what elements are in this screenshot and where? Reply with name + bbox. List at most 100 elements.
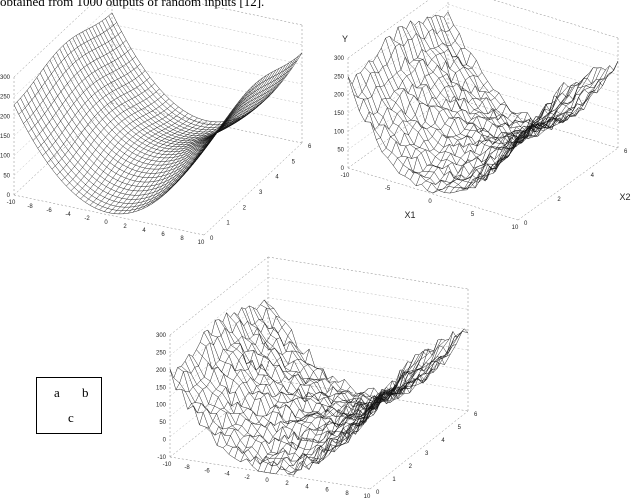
plot-c-z-tick-label: 100 xyxy=(156,403,167,409)
plot-a-x1-tick-label: 8 xyxy=(180,236,184,242)
surface-plot-c: 300250200150100500-10-10-8-6-4-202468100… xyxy=(156,256,478,500)
plot-a-z-tick-label: 150 xyxy=(0,134,11,140)
plot-b-grid-line xyxy=(447,77,619,130)
plot-c-x1-tick-label: -6 xyxy=(204,468,210,474)
plot-b-grid-line xyxy=(347,59,449,132)
plot-c-x1-tick-label: 4 xyxy=(305,484,309,490)
plot-c-x1-tick-label: -4 xyxy=(224,472,230,478)
plot-a-frame-line xyxy=(182,0,303,26)
plot-c-z-tick-label: 0 xyxy=(163,438,167,444)
plot-a-grid-line xyxy=(111,83,303,124)
plot-a-x2-tick-label: 3 xyxy=(259,190,263,196)
plot-c-x1-tick-label: -2 xyxy=(244,475,250,481)
plot-b-frame-line xyxy=(517,147,619,221)
plot-a-x2-tick-label: 2 xyxy=(243,205,247,211)
plot-b-z-tick-label: 0 xyxy=(341,166,345,172)
plot-c-surface-mesh xyxy=(169,299,469,476)
plot-a-z-tick-label: 100 xyxy=(0,154,11,160)
plot-b-x2-axis-label: X2 xyxy=(619,192,630,202)
plot-a-frame-line xyxy=(13,102,113,196)
plot-c-x2-tick-label: 5 xyxy=(458,425,462,431)
plot-b-x2-tick-label: 2 xyxy=(557,197,561,203)
plot-a-grid-line xyxy=(111,4,303,45)
plot-c-grid-line xyxy=(169,358,269,437)
panel-label-b: b xyxy=(82,385,89,400)
plot-a-grid-line xyxy=(13,43,113,137)
plot-c-z-tick-label: 200 xyxy=(156,368,167,374)
plot-a-frame-line xyxy=(13,194,205,236)
plot-b-grid-line xyxy=(447,22,619,75)
plot-a-grid-line xyxy=(111,43,303,85)
plot-a-z-tick-label: 50 xyxy=(3,173,10,179)
plot-a-surface-mesh xyxy=(13,12,303,215)
plot-b-z-tick-label: 300 xyxy=(334,56,345,62)
plot-b-frame-line xyxy=(492,0,619,39)
panel-label-c: c xyxy=(68,410,74,425)
plot-b-grid-line xyxy=(347,40,449,114)
plot-b-grid-line xyxy=(347,77,449,150)
plot-a-x1-tick-label: 2 xyxy=(123,224,127,230)
plot-c-x1-tick-label: -8 xyxy=(184,465,190,471)
plot-c-grid-line xyxy=(169,297,269,376)
panel-label-a: a xyxy=(54,385,60,400)
plot-c-x1-tick-label: 0 xyxy=(265,478,269,484)
plot-b-z-tick-label: 100 xyxy=(334,129,345,135)
plot-a-x2-tick-label: 4 xyxy=(275,175,279,181)
plot-b-x2-tick-label: 4 xyxy=(591,173,595,179)
plot-c-z-tick-label: 300 xyxy=(156,333,167,339)
plot-b-x2-tick-label: 6 xyxy=(624,149,628,155)
plot-c-frame-line xyxy=(369,410,469,490)
plot-b-surface-mesh xyxy=(347,11,619,194)
plot-b-y-axis-label: Y xyxy=(342,34,348,44)
plot-b-frame-line xyxy=(347,95,449,169)
caption-text: obtained from 1000 outputs of random inp… xyxy=(0,0,265,9)
plot-a-x1-tick-label: 0 xyxy=(104,220,108,226)
plot-a-x2-tick-label: 1 xyxy=(226,221,230,227)
plot-c-frame-line xyxy=(169,256,269,336)
plot-a-x1-tick-label: -6 xyxy=(46,208,52,214)
plot-a-z-tick-label: 300 xyxy=(0,75,11,81)
plot-a-x1-tick-label: 10 xyxy=(198,240,205,246)
plot-a-frame-line xyxy=(13,0,97,78)
plot-c-grid-line xyxy=(169,338,269,417)
plot-c-z-tick-label: 250 xyxy=(156,350,167,356)
plot-a-x1-tick-label: -2 xyxy=(84,216,90,222)
plot-c-z-tick-label: 150 xyxy=(156,385,167,391)
plot-a-x1-tick-label: 4 xyxy=(142,228,146,234)
plot-c-x2-tick-label: 0 xyxy=(376,490,380,496)
plot-a-frame-line xyxy=(111,102,303,144)
plot-b-grid-line xyxy=(447,59,619,112)
plot-c-z-tick-label: -10 xyxy=(157,455,166,461)
plot-b-x2-tick-label: 0 xyxy=(524,221,528,227)
plot-a-grid-line xyxy=(13,4,113,97)
plot-b-z-tick-label: 200 xyxy=(334,93,345,99)
plot-c-grid-line xyxy=(169,277,269,356)
plot-c-x1-tick-label: 10 xyxy=(364,494,371,500)
plot-a-x1-tick-label: -8 xyxy=(27,204,33,210)
plot-c-x2-tick-label: 2 xyxy=(409,464,413,470)
surface-plot-a: 300250200150100500-10-8-6-4-202468100123… xyxy=(0,0,312,246)
plot-b-x1-tick-label: -10 xyxy=(341,173,350,179)
plot-c-grid-line xyxy=(267,338,469,371)
plot-a-x2-tick-label: 5 xyxy=(292,159,296,165)
plot-a-grid-line xyxy=(111,63,303,104)
plot-c-x2-tick-label: 4 xyxy=(441,438,445,444)
plot-b-grid-line xyxy=(347,22,449,95)
plot-a-x1-tick-label: -4 xyxy=(65,212,71,218)
plot-a-z-tick-label: 250 xyxy=(0,95,11,101)
plot-b-frame-line xyxy=(347,0,429,59)
plot-a-x2-tick-label: 0 xyxy=(210,236,214,242)
plot-a-grid-line xyxy=(13,83,113,176)
plot-c-frame-line xyxy=(267,256,469,290)
plot-a-grid-line xyxy=(13,24,113,117)
plot-b-z-tick-label: 50 xyxy=(337,148,344,154)
plot-c-x2-tick-label: 1 xyxy=(392,477,396,483)
plot-b-grid-line xyxy=(347,4,449,77)
plot-c-x1-tick-label: 8 xyxy=(345,491,349,497)
plot-a-x1-tick-label: 6 xyxy=(161,232,165,238)
plot-c-grid-line xyxy=(267,277,469,310)
plot-a-z-tick-label: 200 xyxy=(0,114,11,120)
plot-b-x1-tick-label: -5 xyxy=(385,186,391,192)
plot-a-frame-line xyxy=(203,142,303,236)
plot-b-z-tick-label: 150 xyxy=(334,111,345,117)
